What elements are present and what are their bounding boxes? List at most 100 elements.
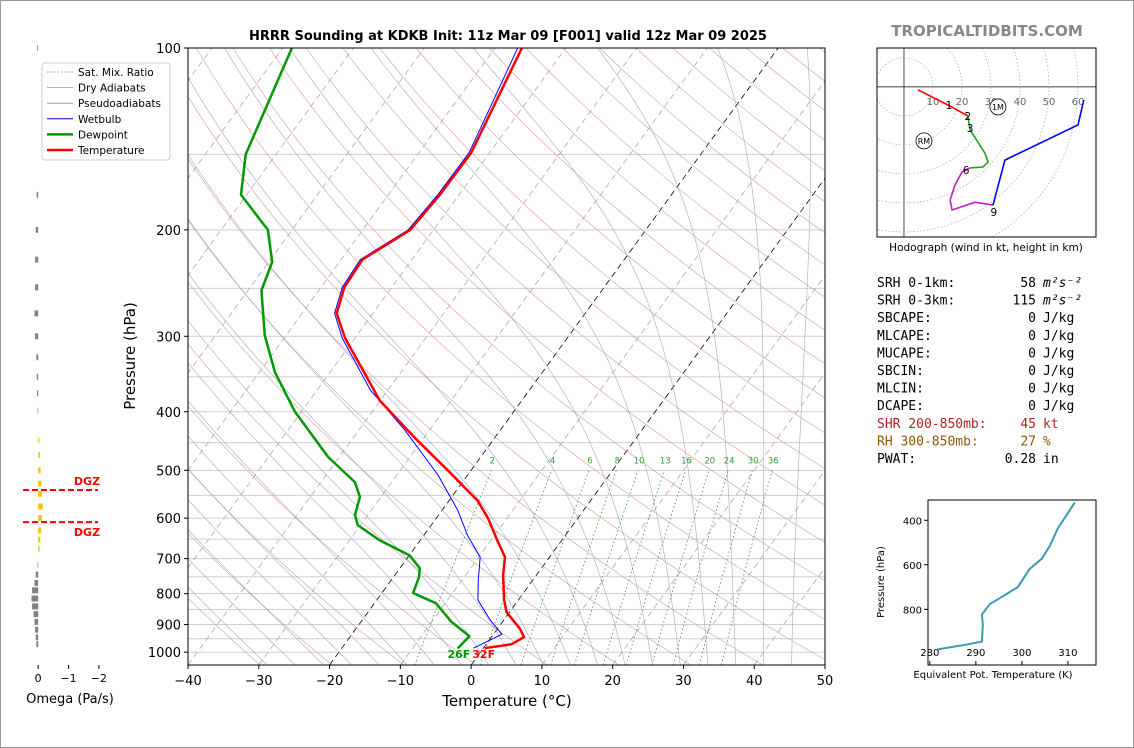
pseudoadiabat bbox=[224, 48, 626, 665]
stat-unit: m²s⁻² bbox=[1042, 294, 1082, 309]
dgz-label: DGZ bbox=[74, 526, 100, 539]
x-tick-label: −20 bbox=[316, 674, 343, 689]
omega-bar bbox=[32, 587, 39, 594]
dry-adiabat bbox=[415, 48, 825, 399]
y-axis-label: Pressure (hPa) bbox=[121, 302, 139, 410]
stat-value: 58 bbox=[1020, 276, 1036, 291]
y-tick-label: 800 bbox=[156, 588, 181, 603]
omega-bar bbox=[38, 490, 42, 497]
pseudoadiabat bbox=[791, 48, 811, 665]
omega-bar bbox=[34, 310, 39, 317]
pseudoadiabat bbox=[473, 48, 709, 665]
dry-adiabat bbox=[342, 48, 825, 470]
stat-label: MLCAPE: bbox=[877, 329, 932, 344]
sounding-line bbox=[239, 48, 471, 650]
omega-bar bbox=[33, 611, 39, 618]
mixing-ratio-line bbox=[414, 470, 492, 665]
isotherm bbox=[329, 48, 779, 665]
dry-adiabat bbox=[188, 405, 476, 665]
pseudoadiabat bbox=[188, 400, 435, 665]
isotherm bbox=[188, 48, 283, 179]
y-tick-label: 900 bbox=[156, 619, 181, 634]
omega-bar bbox=[36, 373, 39, 380]
omega-bar bbox=[35, 333, 39, 340]
stat-value: 45 bbox=[1020, 417, 1036, 432]
hodo-ring-label: 40 bbox=[1014, 97, 1027, 108]
omega-bar bbox=[38, 503, 43, 510]
chart-title: HRRR Sounding at KDKB Init: 11z Mar 09 [… bbox=[249, 29, 767, 44]
mixing-ratio-label: 8 bbox=[615, 457, 620, 467]
legend-label: Temperature bbox=[77, 145, 145, 157]
omega-bar bbox=[38, 437, 40, 444]
hodograph-caption: Hodograph (wind in kt, height in km) bbox=[889, 242, 1083, 254]
dry-adiabat bbox=[195, 48, 825, 620]
pseudoadiabat bbox=[188, 435, 408, 665]
isotherm bbox=[258, 48, 708, 665]
dry-adiabat bbox=[188, 96, 825, 660]
dry-adiabat bbox=[489, 48, 825, 331]
hodo-ring-label: 10 bbox=[927, 97, 940, 108]
dry-adiabat bbox=[188, 532, 333, 665]
stat-label: MUCAPE: bbox=[877, 346, 932, 361]
storm-motion-marker bbox=[915, 132, 933, 150]
omega-axis-label: Omega (Pa/s) bbox=[26, 692, 114, 707]
stat-value: 0 bbox=[1028, 329, 1036, 344]
x-axis-label: Temperature (°C) bbox=[441, 692, 571, 710]
theta-e-y-tick-label: 600 bbox=[903, 561, 922, 572]
hodo-line bbox=[949, 167, 994, 212]
mixing-ratio-label: 13 bbox=[660, 457, 671, 467]
y-tick-label: 600 bbox=[156, 512, 181, 527]
hodo-ring bbox=[877, 48, 992, 175]
legend-label: Dewpoint bbox=[78, 129, 128, 141]
mixing-ratio-line bbox=[651, 470, 710, 665]
hodo-line bbox=[967, 115, 990, 169]
omega-bar bbox=[34, 618, 39, 625]
stat-label: DCAPE: bbox=[877, 399, 924, 414]
legend-label: Dry Adiabats bbox=[78, 83, 146, 95]
pseudoadiabat bbox=[188, 468, 380, 665]
stat-unit: J/kg bbox=[1043, 329, 1074, 344]
omega-bar bbox=[36, 191, 39, 198]
stat-label: MLCIN: bbox=[877, 382, 924, 397]
omega-bar bbox=[36, 390, 39, 397]
dgz-label: DGZ bbox=[74, 475, 100, 488]
pseudoadiabat bbox=[188, 529, 324, 665]
legend-label: Wetbulb bbox=[78, 114, 122, 126]
theta-e-x-tick-label: 300 bbox=[1012, 648, 1031, 659]
omega-bar bbox=[31, 595, 39, 602]
dry-adiabat bbox=[188, 281, 620, 665]
isotherm bbox=[188, 48, 567, 569]
theta-e-x-label: Equivalent Pot. Temperature (K) bbox=[913, 670, 1072, 681]
stat-label: RH 300-850mb: bbox=[877, 434, 979, 449]
omega-bar bbox=[38, 515, 42, 522]
stat-unit: kt bbox=[1043, 417, 1059, 432]
theta-e-x-tick-label: 310 bbox=[1058, 648, 1077, 659]
pseudoadiabat bbox=[188, 499, 352, 665]
omega-bar bbox=[38, 480, 42, 487]
dry-adiabat bbox=[269, 48, 825, 543]
x-tick-label: −10 bbox=[387, 674, 414, 689]
surface-label: 26F bbox=[447, 648, 470, 661]
isotherm bbox=[470, 177, 825, 665]
omega-bar bbox=[36, 354, 39, 361]
x-tick-label: 50 bbox=[817, 674, 834, 689]
hodograph-frame bbox=[876, 47, 1097, 238]
watermark: TROPICALTIDBITS.COM bbox=[891, 22, 1083, 40]
hodo-ring bbox=[877, 57, 934, 117]
omega-tick-label: −1 bbox=[60, 672, 76, 685]
pseudoadiabat bbox=[188, 362, 462, 665]
omega-bar bbox=[37, 45, 39, 51]
omega-bar bbox=[34, 579, 39, 586]
x-tick-label: 40 bbox=[746, 674, 763, 689]
sounding-line bbox=[335, 48, 526, 650]
storm-motion-marker bbox=[989, 98, 1007, 116]
stat-label: SBCAPE: bbox=[877, 311, 932, 326]
dry-adiabat bbox=[188, 343, 548, 665]
mixing-ratio-line bbox=[699, 470, 753, 665]
omega-bar bbox=[38, 527, 42, 534]
hodo-height-label: 6 bbox=[963, 165, 970, 177]
omega-bar bbox=[35, 226, 39, 233]
hodo-line bbox=[992, 99, 1085, 206]
hodo-ring bbox=[991, 48, 1079, 237]
stat-value: 0 bbox=[1028, 382, 1036, 397]
